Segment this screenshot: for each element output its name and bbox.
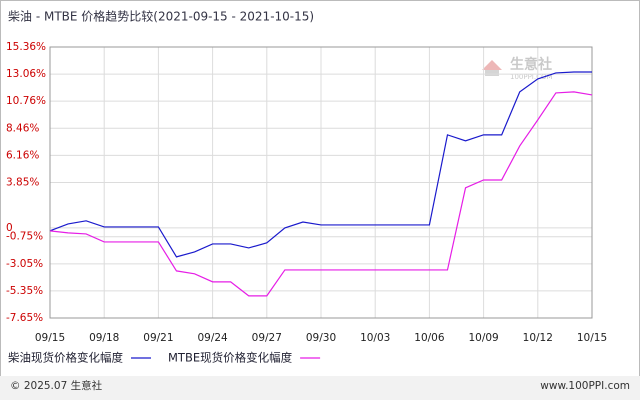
chart-title: 柴油 - MTBE 价格趋势比较(2021-09-15 - 2021-10-15… (8, 9, 314, 24)
legend-label: MTBE现货价格变化幅度 (168, 351, 293, 365)
y-tick-label: -7.65% (6, 312, 43, 324)
y-tick-label: 6.16% (6, 149, 39, 161)
x-tick-label: 10/09 (468, 332, 498, 344)
y-tick-label: 8.46% (6, 122, 39, 134)
y-tick-label: 0 (6, 222, 13, 234)
watermark-site: 100PPI.COM (510, 73, 553, 81)
series-line (49, 91, 593, 297)
x-tick-label: 10/06 (414, 332, 445, 344)
x-tick-label: 09/24 (197, 332, 228, 344)
y-tick-label: 10.76% (6, 95, 46, 107)
y-tick-label: -0.75% (6, 231, 43, 243)
footer-site: www.100PPI.com (540, 380, 630, 392)
y-tick-label: 13.06% (6, 68, 46, 80)
x-tick-label: 09/21 (143, 332, 173, 344)
x-tick-label: 10/12 (523, 332, 553, 344)
y-tick-label: -3.05% (6, 258, 43, 270)
legend-label: 柴油现货价格变化幅度 (8, 351, 123, 365)
x-tick-label: 10/15 (577, 332, 607, 344)
x-tick-label: 09/27 (252, 332, 282, 344)
x-tick-label: 09/18 (89, 332, 119, 344)
y-tick-label: -5.35% (6, 285, 43, 297)
y-tick-label: 3.85% (6, 177, 39, 189)
x-tick-label: 09/30 (306, 332, 336, 344)
y-tick-label: 15.36% (6, 41, 46, 53)
footer-bar (0, 376, 640, 400)
watermark: 生意社 100PPI.COM (482, 56, 553, 81)
plot-border (49, 46, 593, 319)
series-line (49, 71, 592, 258)
x-tick-label: 10/03 (360, 332, 390, 344)
x-tick-label: 09/15 (35, 332, 65, 344)
footer-copyright: © 2025.07 生意社 (10, 379, 103, 392)
watermark-name: 生意社 (510, 56, 552, 73)
